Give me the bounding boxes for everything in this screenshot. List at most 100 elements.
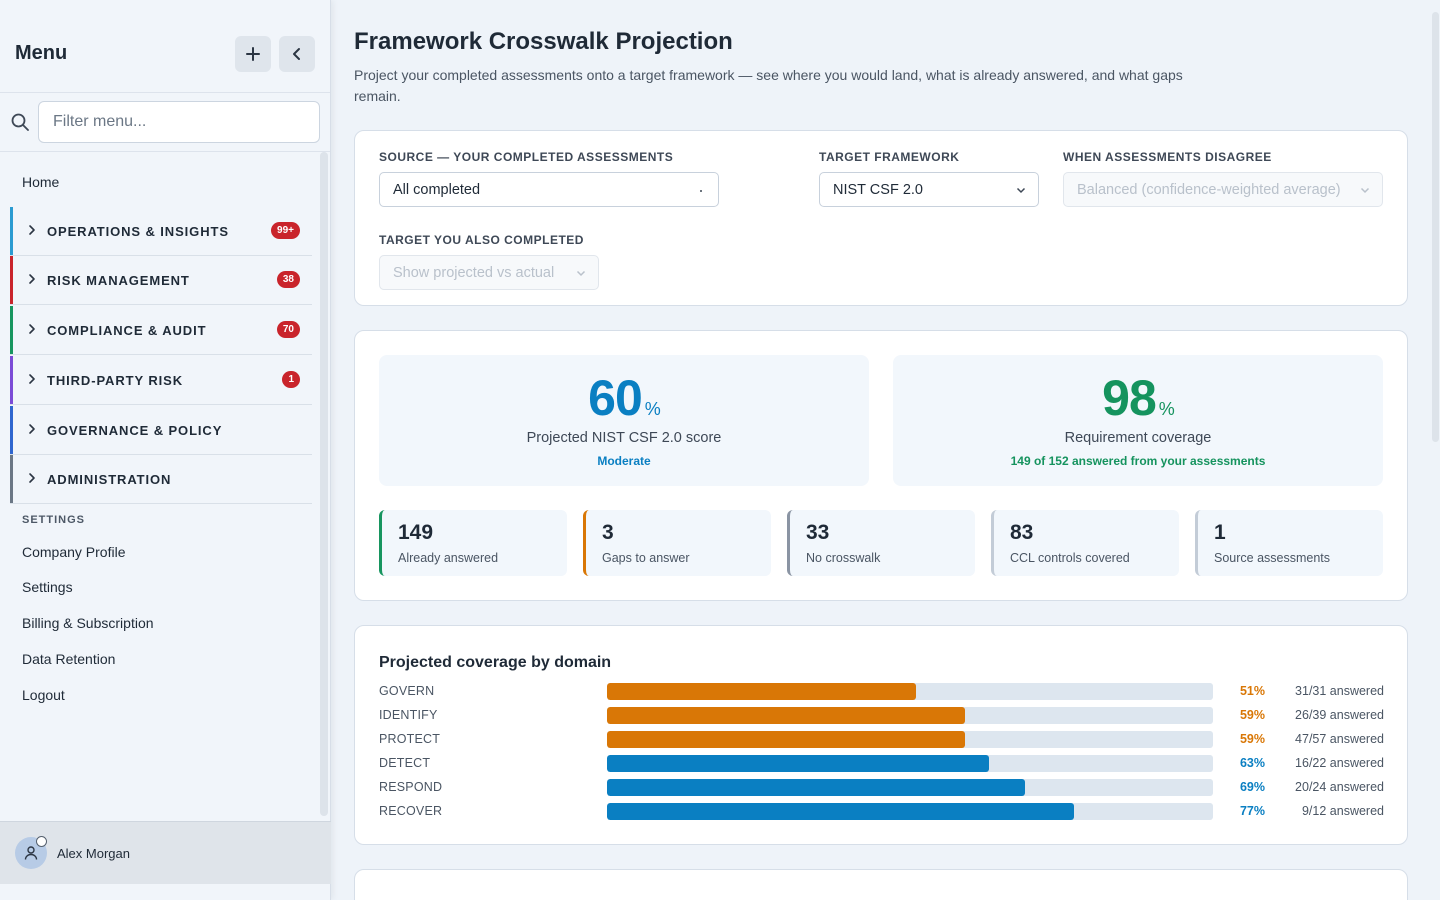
- group-accent-bar: [10, 306, 13, 354]
- disagree-select[interactable]: Balanced (confidence-weighted average): [1063, 172, 1383, 207]
- group-accent-bar: [10, 406, 13, 454]
- coverage-track: [607, 755, 1213, 772]
- sidebar-group-third-party-risk[interactable]: THIRD-PARTY RISK 1: [10, 356, 312, 405]
- stat-value: 1: [1214, 521, 1226, 544]
- search-icon: [11, 113, 29, 131]
- domain-row-detect: DETECT 63% 16/22 answered: [379, 753, 1384, 773]
- chevron-right-icon: [29, 424, 35, 434]
- target-framework-select[interactable]: NIST CSF 2.0: [819, 172, 1039, 207]
- domain-name: IDENTIFY: [379, 708, 438, 722]
- coverage-bar: [607, 707, 965, 724]
- stat-label: Already answered: [398, 551, 499, 565]
- coverage-detail: 149 of 152 answered from your assessment…: [1010, 454, 1266, 468]
- coverage-percent: 77%: [1239, 804, 1265, 818]
- stat-value: 3: [602, 521, 614, 544]
- projected-score-rating: Moderate: [597, 454, 651, 468]
- collapse-sidebar-button[interactable]: [279, 36, 315, 72]
- filters-card: SOURCE — YOUR COMPLETED ASSESSMENTS All …: [354, 130, 1408, 306]
- coverage-panel: 98% Requirement coverage 149 of 152 answ…: [893, 355, 1383, 486]
- chevron-down-icon: [576, 270, 586, 277]
- sidebar-item-company-profile[interactable]: Company Profile: [22, 544, 126, 560]
- group-accent-bar: [10, 207, 13, 255]
- coverage-percent: 63%: [1239, 756, 1265, 770]
- group-accent-bar: [10, 356, 13, 404]
- sidebar-item-home[interactable]: Home: [22, 174, 60, 190]
- coverage-label: Requirement coverage: [1064, 430, 1212, 446]
- user-icon: [24, 846, 38, 860]
- stat-value: 83: [1010, 521, 1034, 544]
- stat-source-assessments: 1 Source assessments: [1195, 510, 1383, 576]
- group-label: COMPLIANCE & AUDIT: [47, 323, 207, 338]
- coverage-bar: [607, 683, 917, 700]
- sidebar-item-data-retention[interactable]: Data Retention: [22, 651, 116, 667]
- chevron-left-icon: [293, 48, 300, 60]
- chevron-right-icon: [29, 473, 35, 483]
- coverage-track: [607, 683, 1213, 700]
- group-accent-bar: [10, 256, 13, 304]
- gear-icon: [36, 836, 47, 847]
- source-label: SOURCE — YOUR COMPLETED ASSESSMENTS: [379, 150, 674, 164]
- domain-name: GOVERN: [379, 684, 435, 698]
- count-badge: 99+: [271, 222, 300, 239]
- domain-coverage-card: Projected coverage by domain GOVERN 51% 31…: [354, 625, 1408, 845]
- stat-label: Gaps to answer: [602, 551, 690, 565]
- also-completed-value: Show projected vs actual: [393, 264, 555, 281]
- count-badge: 38: [276, 271, 300, 288]
- domain-name: PROTECT: [379, 732, 441, 746]
- domain-row-respond: RESPOND 69% 20/24 answered: [379, 777, 1384, 797]
- sidebar-group-administration[interactable]: ADMINISTRATION: [10, 455, 312, 504]
- domain-row-recover: RECOVER 77% 9/12 answered: [379, 801, 1384, 821]
- count-badge: 70: [276, 321, 300, 338]
- user-name: Alex Morgan: [57, 846, 130, 861]
- group-label: ADMINISTRATION: [47, 472, 172, 487]
- count-badge: 1: [282, 371, 300, 388]
- stat-already-answered: 149 Already answered: [379, 510, 567, 576]
- stat-value: 33: [806, 521, 830, 544]
- stat-label: Source assessments: [1214, 551, 1331, 565]
- coverage-track: [607, 803, 1213, 820]
- answered-count: 31/31 answered: [1295, 684, 1384, 698]
- also-completed-label: TARGET YOU ALSO COMPLETED: [379, 233, 584, 247]
- coverage-bar: [607, 755, 989, 772]
- group-label: OPERATIONS & INSIGHTS: [47, 224, 229, 239]
- chevron-right-icon: [29, 225, 35, 235]
- filter-menu-input[interactable]: [38, 101, 320, 143]
- sidebar-search: [0, 93, 330, 152]
- group-label: GOVERNANCE & POLICY: [47, 423, 223, 438]
- add-button[interactable]: [235, 36, 271, 72]
- sidebar-scrollbar[interactable]: [320, 152, 328, 816]
- settings-heading: SETTINGS: [22, 514, 86, 526]
- domain-name: RESPOND: [379, 780, 443, 794]
- stat-no-crosswalk: 33 No crosswalk: [787, 510, 975, 576]
- sidebar-group-risk-management[interactable]: RISK MANAGEMENT 38: [10, 256, 312, 305]
- sidebar-item-logout[interactable]: Logout: [22, 687, 65, 703]
- sidebar-title: Menu: [15, 42, 68, 64]
- sidebar-header: Menu: [0, 0, 330, 93]
- coverage-value: 98%: [1102, 370, 1175, 426]
- sidebar-item-billing[interactable]: Billing & Subscription: [22, 615, 154, 631]
- kpi-card: 60% Projected NIST CSF 2.0 score Moderat…: [354, 330, 1408, 601]
- coverage-track: [607, 731, 1213, 748]
- chevron-down-icon: [1360, 187, 1370, 194]
- coverage-bar: [607, 731, 965, 748]
- sidebar-group-operations-insights[interactable]: OPERATIONS & INSIGHTS 99+: [10, 207, 312, 256]
- source-select[interactable]: All completed: [379, 172, 719, 207]
- group-label: RISK MANAGEMENT: [47, 273, 190, 288]
- answered-count: 16/22 answered: [1295, 756, 1384, 770]
- chart-title: Projected coverage by domain: [379, 654, 612, 671]
- user-footer[interactable]: Alex Morgan: [0, 821, 331, 884]
- domain-row-govern: GOVERN 51% 31/31 answered: [379, 681, 1384, 701]
- projected-score-label: Projected NIST CSF 2.0 score: [526, 430, 722, 446]
- projected-score-panel: 60% Projected NIST CSF 2.0 score Moderat…: [379, 355, 869, 486]
- sidebar-group-compliance-audit[interactable]: COMPLIANCE & AUDIT 70: [10, 306, 312, 355]
- main-scrollbar[interactable]: [1432, 12, 1439, 442]
- domain-name: RECOVER: [379, 804, 443, 818]
- sidebar-item-settings[interactable]: Settings: [22, 579, 73, 595]
- page-title: Framework Crosswalk Projection: [354, 28, 733, 55]
- coverage-percent: 69%: [1239, 780, 1265, 794]
- disagree-select-value: Balanced (confidence-weighted average): [1077, 181, 1341, 198]
- also-completed-select[interactable]: Show projected vs actual: [379, 255, 599, 290]
- plus-icon: [246, 47, 260, 61]
- sidebar-group-governance-policy[interactable]: GOVERNANCE & POLICY: [10, 406, 312, 455]
- page-description: Project your completed assessments onto …: [354, 67, 1183, 104]
